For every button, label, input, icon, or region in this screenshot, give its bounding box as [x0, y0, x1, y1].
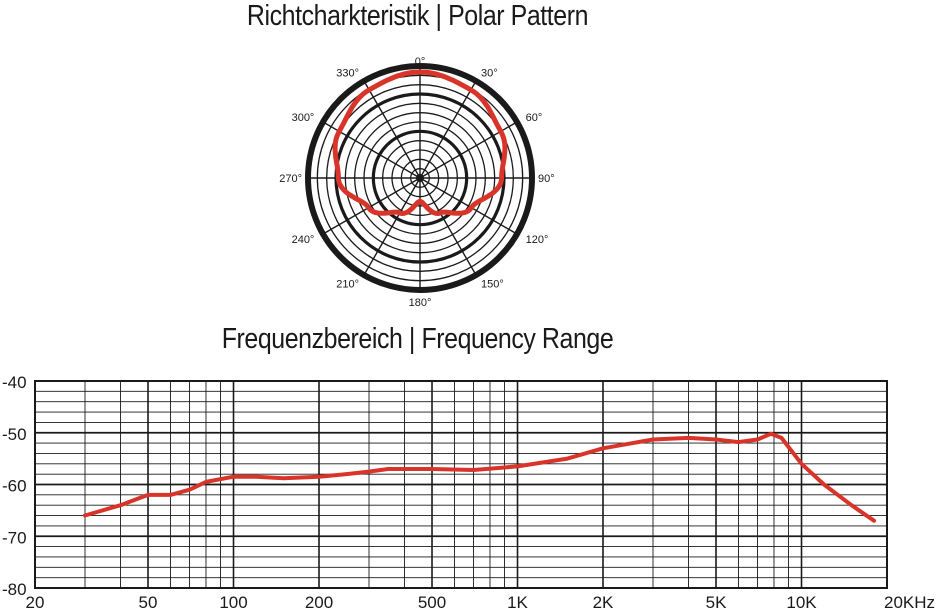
polar-spoke — [363, 177, 421, 276]
polar-angle-label: 300° — [292, 112, 315, 124]
polar-angle-label: 0° — [415, 56, 426, 68]
x-tick-label: 50 — [139, 593, 158, 612]
y-tick-label: -40 — [2, 373, 27, 392]
y-tick-label: -80 — [2, 580, 27, 599]
polar-angle-label: 30° — [481, 67, 498, 79]
x-tick-label: 20KHz — [884, 593, 935, 612]
polar-angle-label: 210° — [336, 279, 359, 291]
polar-response-curve — [332, 69, 508, 216]
y-tick-label: -50 — [2, 425, 27, 444]
polar-pattern-title: Richtcharkteristik | Polar Pattern — [246, 0, 589, 32]
polar-angle-label: 270° — [279, 173, 302, 185]
polar-angle-label: 60° — [526, 112, 543, 124]
polar-spoke — [322, 177, 421, 235]
polar-angle-label: 330° — [336, 67, 359, 79]
y-tick-label: -70 — [2, 528, 27, 547]
plot-frame — [34, 380, 888, 589]
polar-angle-label: 240° — [292, 234, 315, 246]
x-tick-label: 2K — [593, 593, 614, 612]
x-tick-label: 500 — [418, 593, 446, 612]
polar-spoke — [363, 80, 421, 179]
x-tick-label: 10K — [786, 593, 817, 612]
polar-pattern-chart: 0° 30° 60° 90° 120° 150° 180° 210° 240° 270° 300° 3… — [279, 56, 555, 309]
x-tick-label: 1K — [507, 593, 528, 612]
polar-angle-label: 180° — [409, 297, 432, 309]
y-tick-label: -60 — [2, 477, 27, 496]
polar-spoke — [419, 177, 518, 235]
polar-angle-label: 90° — [538, 173, 555, 185]
x-tick-label: 100 — [219, 593, 247, 612]
x-tick-label: 20 — [26, 593, 45, 612]
x-tick-label: 200 — [305, 593, 333, 612]
polar-angle-label: 120° — [526, 234, 549, 246]
polar-spoke — [419, 80, 477, 179]
polar-spoke — [419, 177, 477, 276]
frequency-response-line — [83, 431, 876, 523]
polar-angle-label: 150° — [481, 279, 504, 291]
frequency-range-title: Frequenzbereich | Frequency Range — [221, 323, 614, 355]
x-tick-label: 5K — [706, 593, 727, 612]
